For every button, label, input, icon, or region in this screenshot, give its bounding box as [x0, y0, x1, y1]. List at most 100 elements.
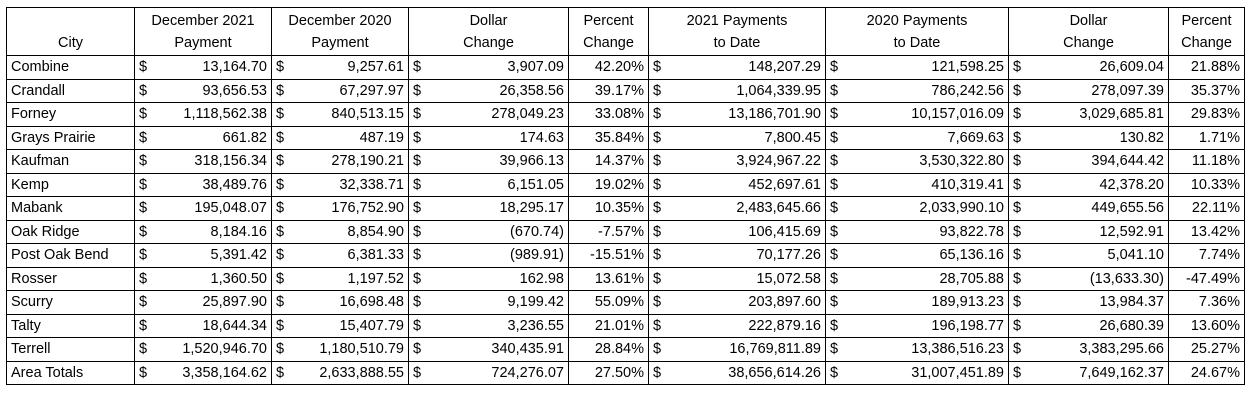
money-cell: $661.82 — [134, 125, 272, 150]
table-row: Kemp $38,489.76 $32,338.71 $6,151.05 19.02% $… — [6, 172, 1245, 197]
currency-symbol: $ — [830, 176, 839, 193]
money-cell: $1,064,339.95 — [648, 78, 826, 103]
currency-symbol: $ — [830, 153, 839, 170]
money-cell: $162.98 — [408, 266, 569, 291]
money-cell: $18,295.17 — [408, 196, 569, 221]
amount-value: 38,656,614.26 — [728, 364, 821, 381]
currency-symbol: $ — [276, 82, 285, 99]
money-cell: $25,897.90 — [134, 290, 272, 315]
money-cell: $487.19 — [271, 125, 409, 150]
currency-symbol: $ — [276, 317, 285, 334]
currency-symbol: $ — [830, 106, 839, 123]
money-cell: $340,435.91 — [408, 337, 569, 362]
currency-symbol: $ — [830, 82, 839, 99]
money-cell: $195,048.07 — [134, 196, 272, 221]
city-cell: Oak Ridge — [6, 219, 135, 244]
amount-value: 38,489.76 — [202, 176, 267, 193]
money-cell: $ (13,633.30) — [1008, 266, 1169, 291]
currency-symbol: $ — [413, 270, 422, 287]
currency-symbol: $ — [653, 223, 662, 240]
percent-cell: -47.49% — [1168, 266, 1245, 291]
amount-value: 67,297.97 — [339, 82, 404, 99]
currency-symbol: $ — [830, 270, 839, 287]
city-cell: Kaufman — [6, 149, 135, 174]
amount-value: 7,800.45 — [764, 129, 821, 146]
city-cell: Area Totals — [6, 360, 135, 385]
amount-value: 724,276.07 — [491, 364, 564, 381]
currency-symbol: $ — [1013, 270, 1022, 287]
currency-symbol: $ — [139, 153, 148, 170]
currency-symbol: $ — [1013, 294, 1022, 311]
money-cell: $13,186,701.90 — [648, 102, 826, 127]
amount-value: 449,655.56 — [1091, 200, 1164, 217]
currency-symbol: $ — [653, 364, 662, 381]
currency-symbol: $ — [413, 247, 422, 264]
money-cell: $ (989.91) — [408, 243, 569, 268]
amount-value: 189,913.23 — [931, 294, 1004, 311]
percent-cell: 7.74% — [1168, 243, 1245, 268]
money-cell: $65,136.16 — [825, 243, 1009, 268]
currency-symbol: $ — [653, 129, 662, 146]
percent-cell: 21.88% — [1168, 55, 1245, 80]
city-cell: Combine — [6, 55, 135, 80]
money-cell: $13,386,516.23 — [825, 337, 1009, 362]
currency-symbol: $ — [139, 176, 148, 193]
currency-symbol: $ — [830, 200, 839, 217]
money-cell: $93,822.78 — [825, 219, 1009, 244]
header-dec2020: December 2020 Payment — [271, 7, 409, 56]
currency-symbol: $ — [1013, 106, 1022, 123]
currency-symbol: $ — [413, 176, 422, 193]
percent-cell: 42.20% — [568, 55, 649, 80]
currency-symbol: $ — [653, 82, 662, 99]
city-cell: Scurry — [6, 290, 135, 315]
percent-cell: 27.50% — [568, 360, 649, 385]
table-row: Scurry $25,897.90 $16,698.48 $9,199.42 55.09… — [6, 290, 1245, 315]
money-cell: $8,184.16 — [134, 219, 272, 244]
money-cell: $2,033,990.10 — [825, 196, 1009, 221]
amount-value: 394,644.42 — [1091, 153, 1164, 170]
currency-symbol: $ — [653, 59, 662, 76]
currency-symbol: $ — [413, 364, 422, 381]
currency-symbol: $ — [276, 341, 285, 358]
money-cell: $32,338.71 — [271, 172, 409, 197]
table-header: City December 2021 Payment December 2020 P… — [6, 7, 1245, 56]
amount-value: 93,656.53 — [202, 82, 267, 99]
money-cell: $106,415.69 — [648, 219, 826, 244]
currency-symbol: $ — [276, 59, 285, 76]
amount-value: 13,984.37 — [1099, 294, 1164, 311]
header-row: City December 2021 Payment December 2020 P… — [6, 7, 1245, 56]
amount-value: 196,198.77 — [931, 317, 1004, 334]
currency-symbol: $ — [653, 200, 662, 217]
money-cell: $28,705.88 — [825, 266, 1009, 291]
amount-value: 7,669.63 — [947, 129, 1004, 146]
table-row: Talty $18,644.34 $15,407.79 $3,236.55 21.01%… — [6, 313, 1245, 338]
percent-cell: -15.51% — [568, 243, 649, 268]
amount-value: 25,897.90 — [202, 294, 267, 311]
money-cell: $3,358,164.62 — [134, 360, 272, 385]
currency-symbol: $ — [276, 176, 285, 193]
amount-value: 222,879.16 — [748, 317, 821, 334]
percent-cell: 14.37% — [568, 149, 649, 174]
amount-value: (670.74) — [509, 223, 564, 240]
currency-symbol: $ — [413, 341, 422, 358]
currency-symbol: $ — [276, 106, 285, 123]
currency-symbol: $ — [830, 59, 839, 76]
money-cell: $9,257.61 — [271, 55, 409, 80]
amount-value: 13,164.70 — [202, 59, 267, 76]
percent-cell: 13.42% — [1168, 219, 1245, 244]
percent-cell: 24.67% — [1168, 360, 1245, 385]
amount-value: 65,136.16 — [939, 247, 1004, 264]
amount-value: 26,680.39 — [1099, 317, 1164, 334]
money-cell: $278,049.23 — [408, 102, 569, 127]
header-dollar-change-1: Dollar Change — [408, 7, 569, 56]
currency-symbol: $ — [139, 223, 148, 240]
currency-symbol: $ — [139, 317, 148, 334]
money-cell: $786,242.56 — [825, 78, 1009, 103]
amount-value: 2,033,990.10 — [919, 200, 1004, 217]
table-row: Forney $1,118,562.38 $840,513.15 $278,049.2… — [6, 102, 1245, 127]
amount-value: 278,097.39 — [1091, 82, 1164, 99]
percent-cell: 10.35% — [568, 196, 649, 221]
currency-symbol: $ — [139, 59, 148, 76]
percent-cell: 13.61% — [568, 266, 649, 291]
currency-symbol: $ — [653, 270, 662, 287]
